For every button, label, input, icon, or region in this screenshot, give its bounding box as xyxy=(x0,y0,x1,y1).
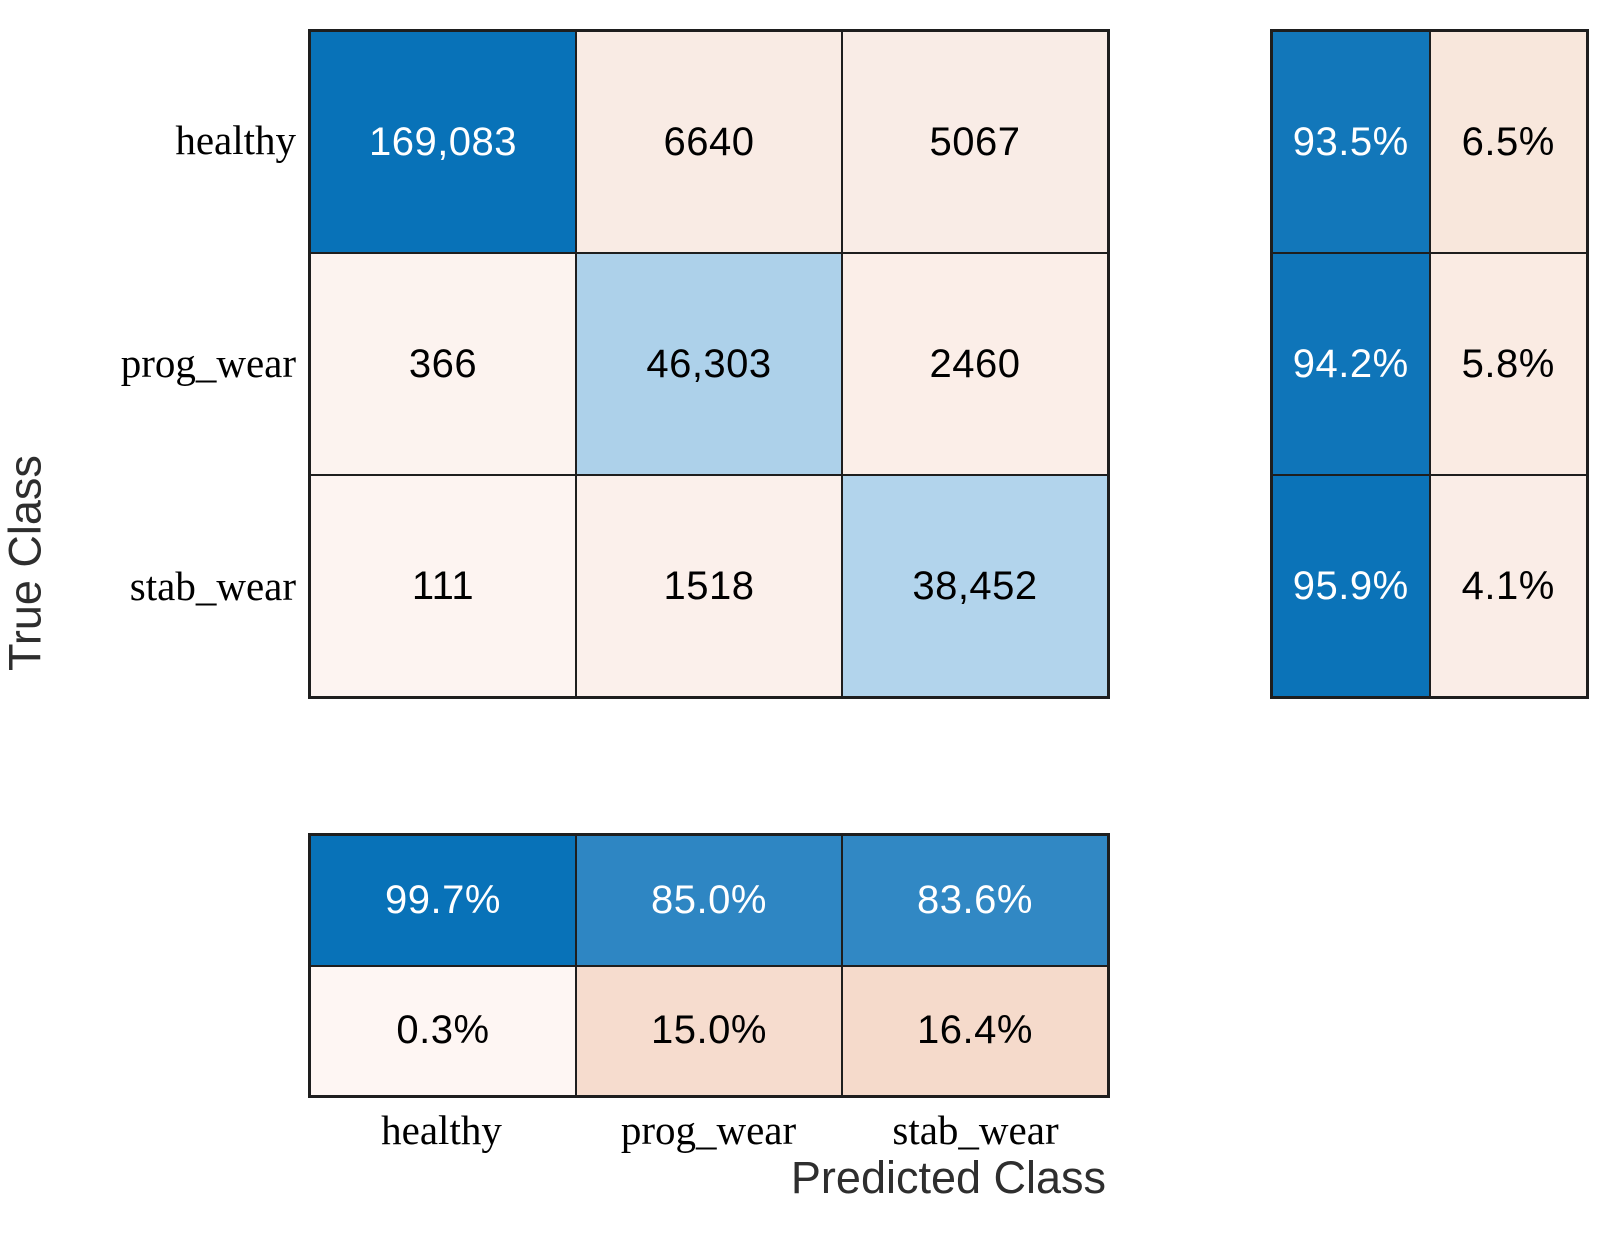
row-summary-correct-stab_wear: 95.9% xyxy=(1273,476,1429,696)
matrix-cell-stab_wear-prog_wear: 1518 xyxy=(577,476,841,696)
xtick-prog_wear: prog_wear xyxy=(620,1107,797,1153)
ytick-healthy: healthy xyxy=(175,117,296,163)
matrix-cell-stab_wear-stab_wear: 38,452 xyxy=(843,476,1107,696)
confusion-matrix-grid: 169,083 6640 5067 366 46,303 2460 111 15… xyxy=(308,29,1110,699)
column-summary-grid: 99.7% 85.0% 83.6% 0.3% 15.0% 16.4% xyxy=(308,833,1110,1098)
col-summary-correct-prog_wear: 85.0% xyxy=(577,836,841,965)
y-axis-label: True Class xyxy=(0,455,51,671)
matrix-cell-prog_wear-healthy: 366 xyxy=(311,254,575,474)
row-summary-incorrect-stab_wear: 4.1% xyxy=(1430,476,1586,696)
col-summary-incorrect-stab_wear: 16.4% xyxy=(843,966,1107,1095)
matrix-cell-healthy-stab_wear: 5067 xyxy=(843,32,1107,252)
col-summary-correct-stab_wear: 83.6% xyxy=(843,836,1107,965)
xtick-healthy: healthy xyxy=(381,1107,502,1153)
row-summary-correct-prog_wear: 94.2% xyxy=(1273,254,1429,474)
row-summary-correct-healthy: 93.5% xyxy=(1273,32,1429,252)
matrix-cell-prog_wear-stab_wear: 2460 xyxy=(843,254,1107,474)
ytick-prog_wear: prog_wear xyxy=(120,340,296,386)
row-summary-incorrect-healthy: 6.5% xyxy=(1430,32,1586,252)
matrix-cell-stab_wear-healthy: 111 xyxy=(311,476,575,696)
row-summary-grid: 93.5% 6.5% 94.2% 5.8% 95.9% 4.1% xyxy=(1270,29,1589,699)
col-summary-incorrect-prog_wear: 15.0% xyxy=(577,966,841,1095)
col-summary-correct-healthy: 99.7% xyxy=(311,836,575,965)
matrix-cell-healthy-healthy: 169,083 xyxy=(311,32,575,252)
xtick-stab_wear: stab_wear xyxy=(892,1107,1059,1153)
ytick-stab_wear: stab_wear xyxy=(129,563,296,609)
matrix-cell-prog_wear-prog_wear: 46,303 xyxy=(577,254,841,474)
x-axis-label: Predicted Class xyxy=(790,1152,1107,1203)
row-summary-incorrect-prog_wear: 5.8% xyxy=(1430,254,1586,474)
col-summary-incorrect-healthy: 0.3% xyxy=(311,966,575,1095)
matrix-cell-healthy-prog_wear: 6640 xyxy=(577,32,841,252)
